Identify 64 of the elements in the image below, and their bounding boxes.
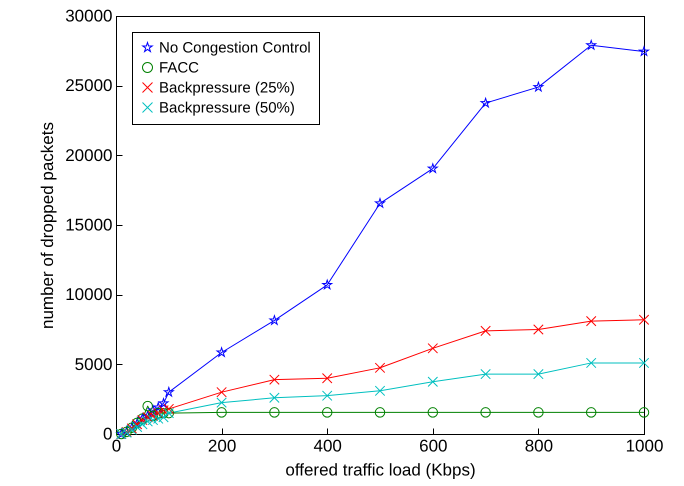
point <box>533 82 544 92</box>
point <box>638 314 650 325</box>
point <box>269 374 280 385</box>
point <box>480 368 491 380</box>
x-tick-label: 1000 <box>626 436 664 456</box>
point <box>586 40 596 50</box>
point <box>638 407 650 418</box>
point <box>216 347 227 357</box>
x-tick-label: 200 <box>208 436 236 456</box>
point <box>132 422 142 432</box>
point <box>322 280 332 290</box>
point <box>428 407 438 418</box>
point <box>148 405 158 415</box>
point <box>142 412 153 423</box>
legend-label: FACC <box>159 60 200 76</box>
point <box>480 407 491 418</box>
point <box>374 407 386 418</box>
point <box>428 163 438 173</box>
y-tick-label: 20000 <box>65 146 112 165</box>
point <box>164 404 174 414</box>
point <box>269 407 280 418</box>
point <box>322 407 332 418</box>
point <box>322 373 332 384</box>
y-tick-label: 25000 <box>65 76 112 96</box>
point <box>322 390 332 401</box>
point <box>586 358 596 368</box>
x-tick-label: 600 <box>419 436 448 456</box>
point <box>428 376 438 387</box>
point <box>533 407 544 418</box>
x-axis-title: offered traffic load (Kbps) <box>285 460 476 480</box>
y-tick-label: 10000 <box>65 285 112 304</box>
point <box>269 392 280 404</box>
point <box>137 419 148 430</box>
point <box>164 386 174 397</box>
point <box>428 343 438 354</box>
point <box>533 368 544 380</box>
point <box>586 407 596 418</box>
point <box>142 400 153 412</box>
y-tick-label: 30000 <box>65 6 112 26</box>
y-axis-title: number of dropped packets <box>38 122 58 329</box>
point <box>374 386 386 396</box>
point <box>638 46 650 56</box>
legend-label: Backpressure (25%) <box>159 80 295 96</box>
y-tick-label: 5000 <box>74 354 112 374</box>
y-tick-label: 0 <box>103 424 112 444</box>
point <box>158 405 169 416</box>
point <box>158 398 169 408</box>
point <box>638 358 650 368</box>
y-tick-label: 15000 <box>65 216 112 234</box>
x-tick-label: 400 <box>314 436 342 456</box>
point <box>480 98 491 108</box>
legend-label: No Congestion Control <box>159 40 311 56</box>
point <box>533 324 544 335</box>
point <box>216 397 227 408</box>
point <box>480 326 491 336</box>
legend-label: Backpressure (50%) <box>159 100 295 116</box>
point <box>586 316 596 326</box>
point <box>216 386 227 398</box>
point <box>153 402 164 412</box>
x-tick-label: 800 <box>524 436 554 456</box>
point <box>269 315 280 325</box>
point <box>216 407 227 418</box>
point <box>374 362 386 374</box>
point <box>374 198 386 208</box>
